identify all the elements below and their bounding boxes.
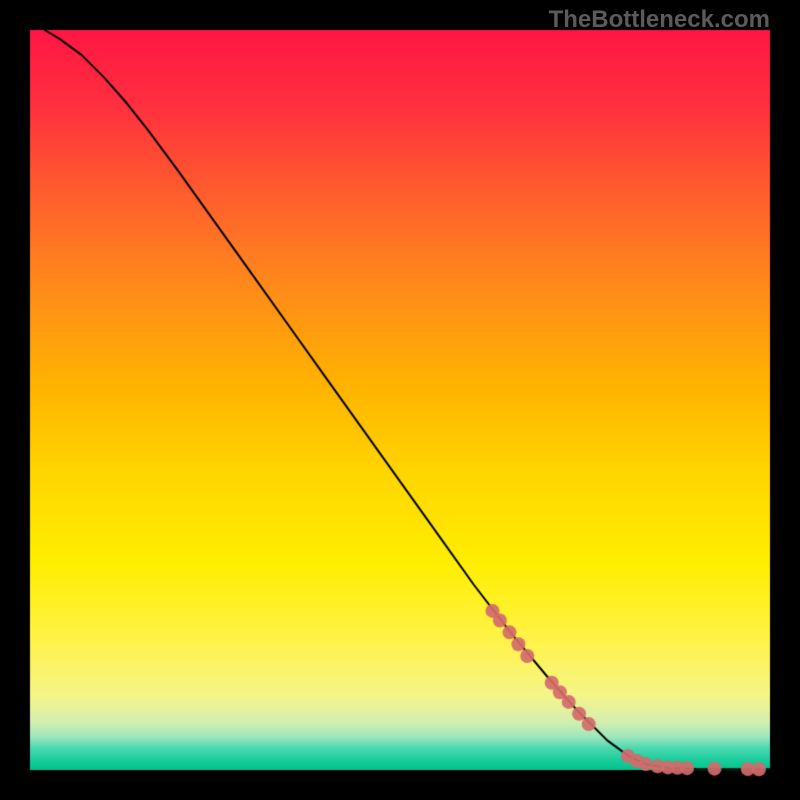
- watermark-text: TheBottleneck.com: [549, 6, 770, 34]
- curve-overlay-canvas: [0, 0, 800, 800]
- chart-container: TheBottleneck.com: [0, 0, 800, 800]
